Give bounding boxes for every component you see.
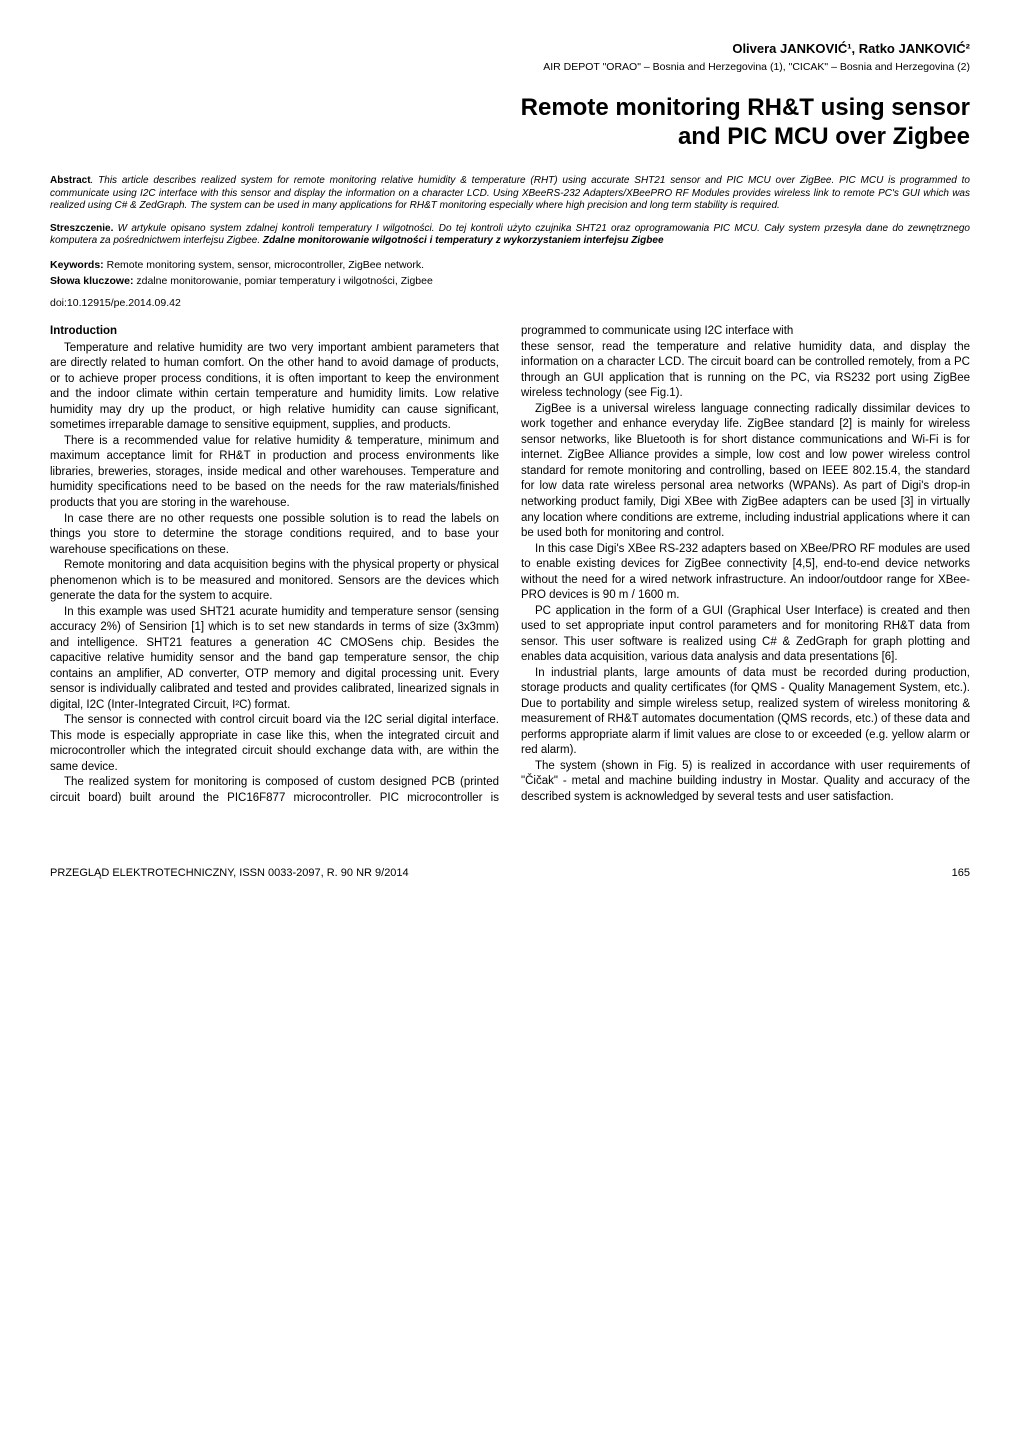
doi: doi:10.12915/pe.2014.09.42	[50, 296, 970, 310]
streszczenie: Streszczenie. W artykule opisano system …	[50, 223, 970, 248]
intro-p10: In this case Digi's XBee RS-232 adapters…	[521, 542, 970, 604]
keywords: Keywords: Remote monitoring system, sens…	[50, 258, 970, 272]
title-line2: and PIC MCU over Zigbee	[678, 123, 970, 150]
abstract-label: Abstract	[50, 175, 91, 186]
footer-journal: PRZEGLĄD ELEKTROTECHNICZNY, ISSN 0033-20…	[50, 866, 409, 881]
intro-p8: these sensor, read the temperature and r…	[521, 340, 970, 402]
slowa-text: zdalne monitorowanie, pomiar temperatury…	[133, 275, 432, 287]
intro-p5: In this example was used SHT21 acurate h…	[50, 605, 499, 714]
intro-p13: The system (shown in Fig. 5) is realized…	[521, 759, 970, 806]
slowa-kluczowe: Słowa kluczowe: zdalne monitorowanie, po…	[50, 274, 970, 288]
slowa-label: Słowa kluczowe:	[50, 275, 133, 287]
page-footer: PRZEGLĄD ELEKTROTECHNICZNY, ISSN 0033-20…	[50, 866, 970, 881]
intro-heading: Introduction	[50, 324, 499, 340]
streszczenie-trailing: Zdalne monitorowanie wilgotności i tempe…	[263, 235, 664, 246]
intro-p12: In industrial plants, large amounts of d…	[521, 666, 970, 759]
keywords-text: Remote monitoring system, sensor, microc…	[104, 259, 424, 271]
authors-text: Olivera JANKOVIĆ¹, Ratko JANKOVIĆ²	[732, 41, 970, 56]
intro-p3: In case there are no other requests one …	[50, 512, 499, 559]
intro-p1: Temperature and relative humidity are tw…	[50, 341, 499, 434]
abstract: Abstract. This article describes realize…	[50, 175, 970, 213]
intro-p11: PC application in the form of a GUI (Gra…	[521, 604, 970, 666]
intro-p4: Remote monitoring and data acquisition b…	[50, 558, 499, 605]
streszczenie-label: Streszczenie.	[50, 223, 113, 234]
authors: Olivera JANKOVIĆ¹, Ratko JANKOVIĆ²	[50, 40, 970, 58]
abstract-text: . This article describes realized system…	[50, 175, 970, 211]
affiliations: AIR DEPOT "ORAO" – Bosnia and Herzegovin…	[50, 60, 970, 74]
title-line1: Remote monitoring RH&T using sensor	[521, 94, 970, 121]
keywords-label: Keywords:	[50, 259, 104, 271]
footer-page-number: 165	[952, 866, 970, 881]
intro-p2: There is a recommended value for relativ…	[50, 434, 499, 512]
intro-p6: The sensor is connected with control cir…	[50, 713, 499, 775]
body-columns: Introduction Temperature and relative hu…	[50, 324, 970, 806]
paper-title: Remote monitoring RH&T using sensor and …	[50, 94, 970, 152]
intro-p9: ZigBee is a universal wireless language …	[521, 402, 970, 542]
